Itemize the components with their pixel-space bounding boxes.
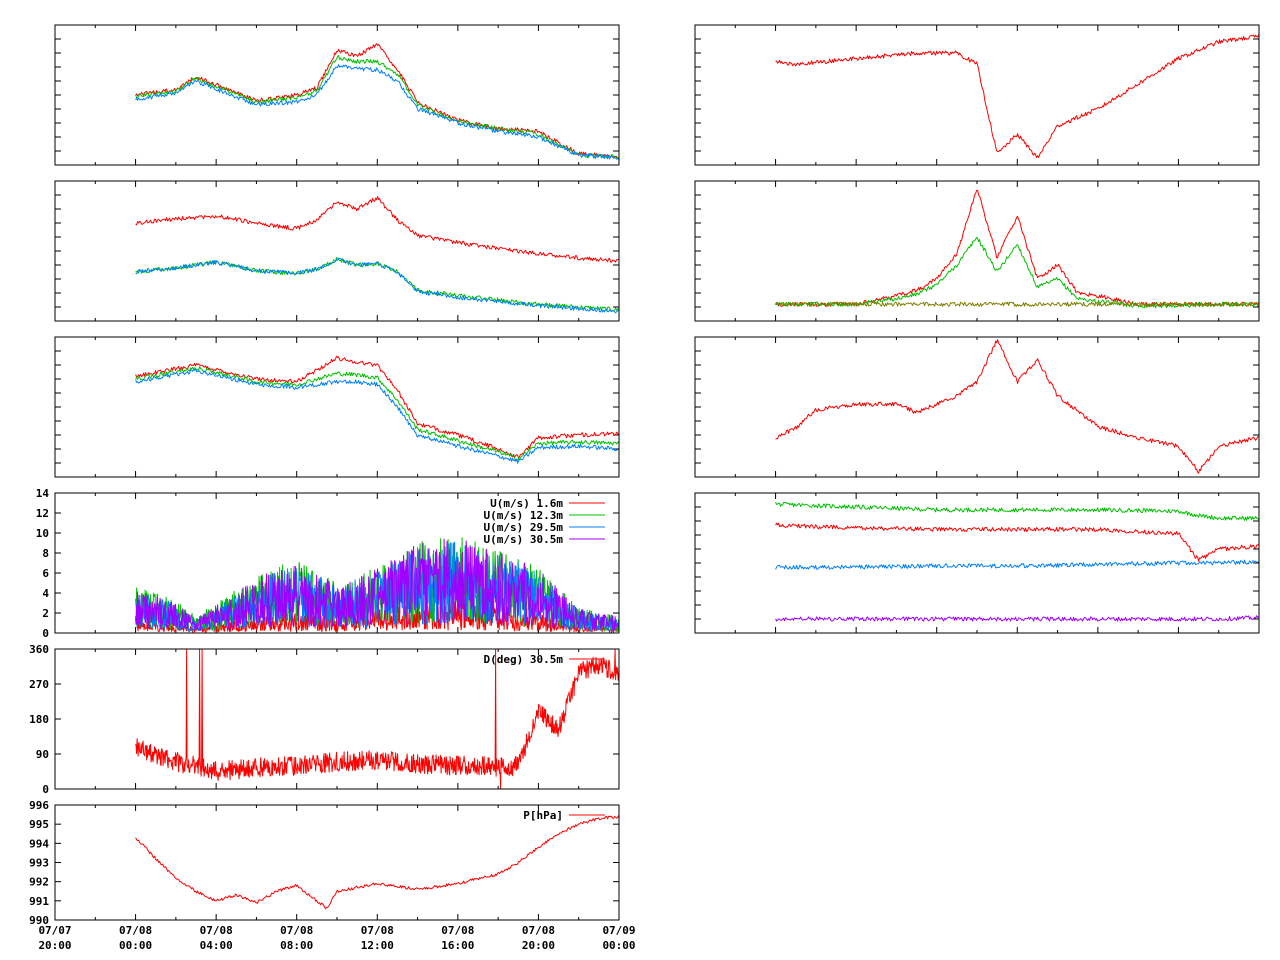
series-line: [775, 522, 1259, 562]
y-tick-label: 991: [29, 895, 49, 908]
y-tick-label: 994: [29, 837, 49, 850]
y-tick-label: 996: [29, 799, 49, 812]
panel-l3: [54, 336, 620, 478]
x-tick-label-date: 07/08: [441, 924, 474, 937]
x-tick-label-date: 07/07: [38, 924, 71, 937]
plot-frame: [694, 180, 1260, 322]
series-line: [775, 559, 1259, 570]
x-tick-label-date: 07/08: [200, 924, 233, 937]
y-tick-label: 995: [29, 818, 49, 831]
y-tick-label: 180: [29, 713, 49, 726]
y-tick-label: 2: [42, 607, 49, 620]
series-line: [135, 257, 619, 312]
x-tick-label-date: 07/08: [522, 924, 555, 937]
x-tick-label-time: 00:00: [602, 939, 635, 952]
legend-label: U(m/s) 1.6m: [490, 497, 563, 510]
series-group: [775, 34, 1259, 158]
plot-frame: [54, 24, 620, 166]
y-tick-label: 8: [42, 547, 49, 560]
legend-label: U(m/s) 30.5m: [484, 533, 564, 546]
series-group: [775, 501, 1259, 622]
series-line: [775, 189, 1259, 307]
panel-l1: [54, 24, 620, 166]
series-line-u-m-s-30-5m: [135, 538, 619, 632]
x-tick-label-time: 04:00: [200, 939, 233, 952]
panel-r3: [694, 336, 1260, 478]
series-line-u-m-s-1-6m: [135, 600, 619, 633]
series-group: [135, 649, 619, 789]
y-tick-label: 10: [36, 527, 49, 540]
x-tick-label-time: 20:00: [522, 939, 555, 952]
series-group: [135, 196, 619, 314]
plot-frame: [694, 492, 1260, 634]
panel-r2: [694, 180, 1260, 322]
x-tick-label-date: 07/09: [602, 924, 635, 937]
legend-label: D(deg) 30.5m: [484, 653, 564, 666]
y-tick-label: 993: [29, 857, 49, 870]
y-tick-label: 0: [42, 783, 49, 796]
x-tick-label-time: 00:00: [119, 939, 152, 952]
series-line: [135, 366, 619, 461]
y-tick-label: 6: [42, 567, 49, 580]
panel-l6: 990 991 992 993 994 995 996 P[hPa]: [29, 799, 620, 927]
panel-r1: [694, 24, 1260, 166]
series-line: [135, 54, 619, 159]
series-line: [775, 501, 1259, 521]
series-group: [135, 537, 619, 633]
plot-frame: [54, 804, 620, 921]
x-tick-label-date: 07/08: [280, 924, 313, 937]
plot-frame: [694, 336, 1260, 478]
series-line-d-deg-30-5m: [135, 649, 619, 789]
series-line-p-hpa-: [135, 815, 619, 910]
x-tick-label-date: 07/08: [119, 924, 152, 937]
legend-label: P[hPa]: [523, 809, 563, 822]
panel-r4: [694, 492, 1260, 634]
plot-frame: [694, 24, 1260, 166]
series-line: [135, 368, 619, 464]
y-tick-label: 360: [29, 643, 49, 656]
series-line: [135, 43, 619, 159]
series-group: [775, 189, 1259, 309]
series-line: [135, 64, 619, 160]
x-tick-label-date: 07/08: [361, 924, 394, 937]
series-line: [775, 301, 1259, 307]
series-group: [135, 815, 619, 910]
series-line: [775, 339, 1259, 474]
series-line: [775, 34, 1259, 158]
x-tick-label-time: 08:00: [280, 939, 313, 952]
x-tick-label-time: 16:00: [441, 939, 474, 952]
y-tick-label: 990: [29, 914, 49, 927]
legend-label: U(m/s) 12.3m: [484, 509, 564, 522]
y-tick-label: 14: [36, 487, 50, 500]
y-tick-label: 4: [42, 587, 49, 600]
y-tick-label: 90: [36, 748, 49, 761]
series-group: [775, 339, 1259, 474]
y-tick-label: 270: [29, 678, 49, 691]
plot-frame: [54, 492, 620, 634]
y-tick-label: 12: [36, 507, 49, 520]
series-line: [135, 355, 619, 459]
series-group: [135, 43, 619, 160]
series-group: [135, 355, 619, 464]
y-tick-label: 992: [29, 876, 49, 889]
series-line: [135, 257, 619, 314]
plot-frame: [54, 180, 620, 322]
series-line: [135, 196, 619, 263]
panel-l5: 0 90 180 270 360 D(deg) 30.5m: [29, 643, 620, 796]
y-tick-label: 0: [42, 627, 49, 640]
panel-l2: [54, 180, 620, 322]
series-line: [775, 236, 1259, 309]
x-tick-label-time: 20:00: [38, 939, 71, 952]
legend-label: U(m/s) 29.5m: [484, 521, 564, 534]
x-tick-label-time: 12:00: [361, 939, 394, 952]
series-line: [775, 615, 1259, 622]
plot-frame: [54, 336, 620, 478]
plot-frame: [54, 648, 620, 790]
